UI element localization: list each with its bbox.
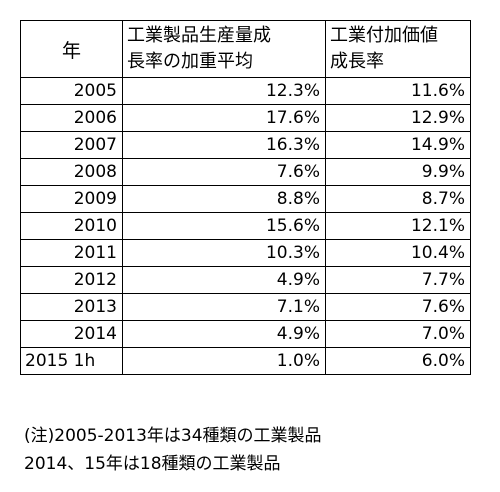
value-added-growth-cell: 12.9% bbox=[325, 104, 471, 132]
table-row: 2014 4.9% 7.0% bbox=[20, 320, 471, 348]
header-value-added-line1: 工業付加価値 bbox=[330, 25, 438, 46]
header-value-added-line2: 成長率 bbox=[330, 51, 384, 72]
production-growth-cell: 7.6% bbox=[122, 158, 326, 186]
value-added-growth-cell: 12.1% bbox=[325, 212, 471, 240]
value-added-growth-cell: 9.9% bbox=[325, 158, 471, 186]
production-growth-cell: 10.3% bbox=[122, 239, 326, 267]
value-added-growth-cell: 11.6% bbox=[325, 77, 471, 105]
value-added-growth-cell: 6.0% bbox=[325, 347, 471, 375]
header-year: 年 bbox=[20, 20, 123, 78]
value-added-growth-cell: 7.6% bbox=[325, 293, 471, 321]
value-added-growth-cell: 7.7% bbox=[325, 266, 471, 294]
production-growth-cell: 16.3% bbox=[122, 131, 326, 159]
header-production-line2: 長率の加重平均 bbox=[127, 51, 253, 72]
year-cell: 2006 bbox=[20, 104, 123, 132]
growth-rate-table: 年 工業製品生産量成 長率の加重平均 工業付加価値 成長率 2005 12.3%… bbox=[20, 20, 471, 375]
header-value-added-growth: 工業付加価値 成長率 bbox=[325, 20, 471, 78]
footnote-line1: (注)2005-2013年は34種類の工業製品 bbox=[24, 426, 322, 446]
production-growth-cell: 8.8% bbox=[122, 185, 326, 213]
production-growth-cell: 4.9% bbox=[122, 320, 326, 348]
value-added-growth-cell: 8.7% bbox=[325, 185, 471, 213]
year-cell: 2007 bbox=[20, 131, 123, 159]
table-header-row: 年 工業製品生産量成 長率の加重平均 工業付加価値 成長率 bbox=[20, 20, 471, 78]
table-row: 2013 7.1% 7.6% bbox=[20, 293, 471, 321]
production-growth-cell: 15.6% bbox=[122, 212, 326, 240]
production-growth-cell: 17.6% bbox=[122, 104, 326, 132]
table-row: 2012 4.9% 7.7% bbox=[20, 266, 471, 294]
table-row: 2009 8.8% 8.7% bbox=[20, 185, 471, 213]
table-row: 2005 12.3% 11.6% bbox=[20, 77, 471, 105]
year-cell: 2014 bbox=[20, 320, 123, 348]
value-added-growth-cell: 14.9% bbox=[325, 131, 471, 159]
production-growth-cell: 4.9% bbox=[122, 266, 326, 294]
table-row: 2015 1h 1.0% 6.0% bbox=[20, 347, 471, 375]
year-cell: 2005 bbox=[20, 77, 123, 105]
value-added-growth-cell: 10.4% bbox=[325, 239, 471, 267]
table-row: 2007 16.3% 14.9% bbox=[20, 131, 471, 159]
production-growth-cell: 1.0% bbox=[122, 347, 326, 375]
year-cell: 2008 bbox=[20, 158, 123, 186]
header-production-line1: 工業製品生産量成 bbox=[127, 25, 271, 46]
year-cell: 2012 bbox=[20, 266, 123, 294]
table-row: 2008 7.6% 9.9% bbox=[20, 158, 471, 186]
header-production-growth: 工業製品生産量成 長率の加重平均 bbox=[122, 20, 326, 78]
year-cell: 2013 bbox=[20, 293, 123, 321]
table-row: 2010 15.6% 12.1% bbox=[20, 212, 471, 240]
year-cell: 2009 bbox=[20, 185, 123, 213]
year-cell: 2015 1h bbox=[20, 347, 123, 375]
production-growth-cell: 7.1% bbox=[122, 293, 326, 321]
table-row: 2011 10.3% 10.4% bbox=[20, 239, 471, 267]
production-growth-cell: 12.3% bbox=[122, 77, 326, 105]
year-cell: 2010 bbox=[20, 212, 123, 240]
year-cell: 2011 bbox=[20, 239, 123, 267]
footnote-line2: 2014、15年は18種類の工業製品 bbox=[24, 454, 281, 474]
value-added-growth-cell: 7.0% bbox=[325, 320, 471, 348]
table-row: 2006 17.6% 12.9% bbox=[20, 104, 471, 132]
